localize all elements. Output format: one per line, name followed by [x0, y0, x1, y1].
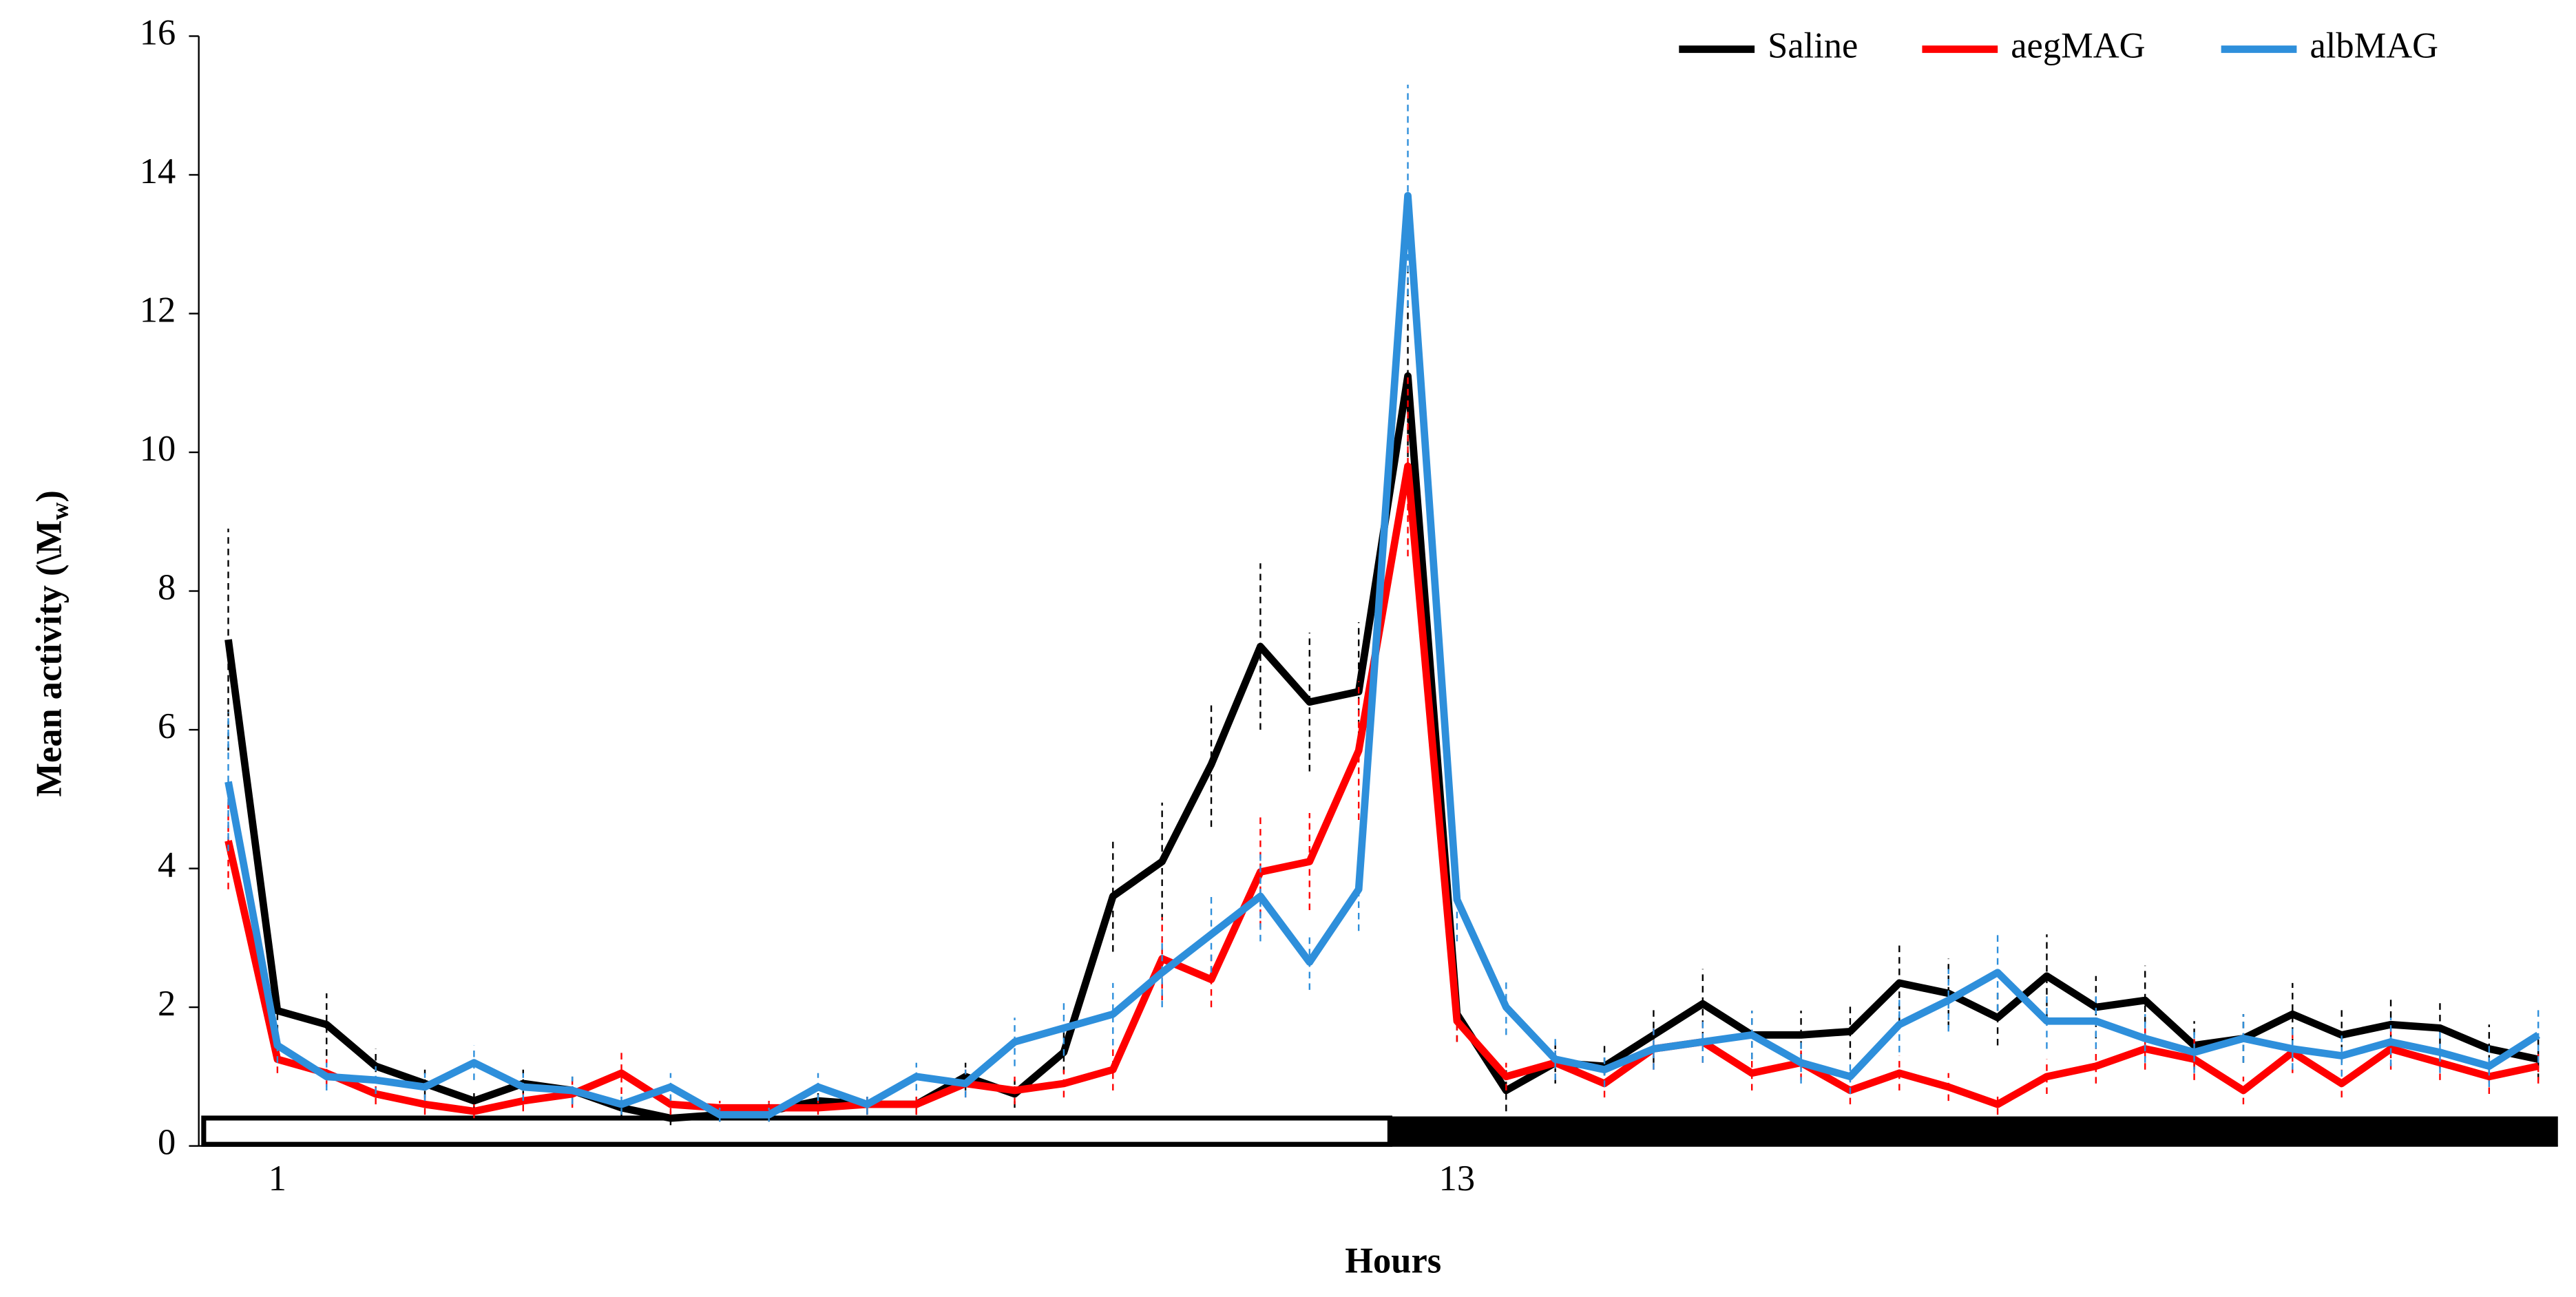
y-tick-label: 14 — [140, 151, 176, 191]
y-axis-label-main: Mean activity (\M — [29, 520, 69, 797]
y-tick-label: 16 — [140, 13, 176, 53]
legend-label: albMAG — [2310, 26, 2438, 66]
y-tick-label: 4 — [158, 845, 176, 885]
y-axis-label-end: ) — [29, 490, 69, 502]
x-tick-label: 13 — [1439, 1159, 1475, 1199]
y-tick-label: 6 — [158, 706, 176, 746]
data-line — [224, 462, 2540, 1115]
x-tick-label: 1 — [269, 1159, 286, 1199]
dark-phase-bar — [1390, 1116, 2558, 1146]
data-line — [224, 372, 2540, 1122]
y-tick-label: 8 — [158, 568, 176, 608]
y-axis-label: Mean activity (\Mw) — [29, 490, 73, 797]
x-axis-label: Hours — [1345, 1241, 1441, 1280]
y-tick-label: 10 — [140, 429, 176, 469]
y-tick-label: 0 — [158, 1123, 176, 1163]
legend-label: Saline — [1768, 26, 1858, 66]
y-axis-label-sub: w — [46, 502, 74, 520]
legend-label: aegMAG — [2011, 26, 2145, 66]
data-line — [224, 191, 2541, 1119]
y-tick-label: 2 — [158, 984, 176, 1024]
light-phase-bar — [201, 1115, 1393, 1147]
y-tick-label: 12 — [140, 291, 176, 330]
